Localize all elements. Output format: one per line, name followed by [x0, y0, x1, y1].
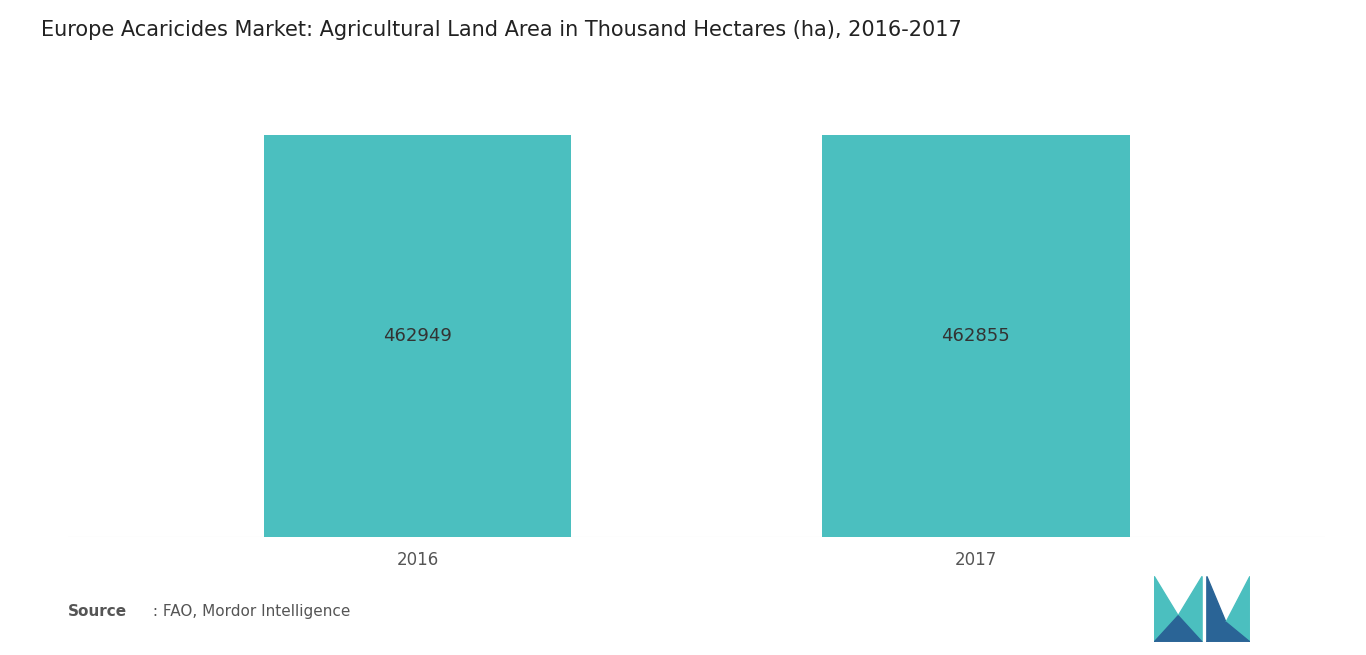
Polygon shape: [1208, 622, 1250, 642]
Text: 462855: 462855: [941, 327, 1011, 345]
Text: : FAO, Mordor Intelligence: : FAO, Mordor Intelligence: [148, 604, 350, 619]
Polygon shape: [1227, 576, 1250, 642]
Polygon shape: [1208, 576, 1227, 642]
Polygon shape: [1154, 576, 1177, 642]
Text: Europe Acaricides Market: Agricultural Land Area in Thousand Hectares (ha), 2016: Europe Acaricides Market: Agricultural L…: [41, 20, 962, 40]
Polygon shape: [1154, 616, 1202, 642]
Bar: [822, 135, 1130, 537]
Text: 462949: 462949: [382, 327, 452, 345]
Bar: [264, 135, 571, 537]
Polygon shape: [1177, 576, 1202, 642]
Text: Source: Source: [68, 604, 127, 619]
